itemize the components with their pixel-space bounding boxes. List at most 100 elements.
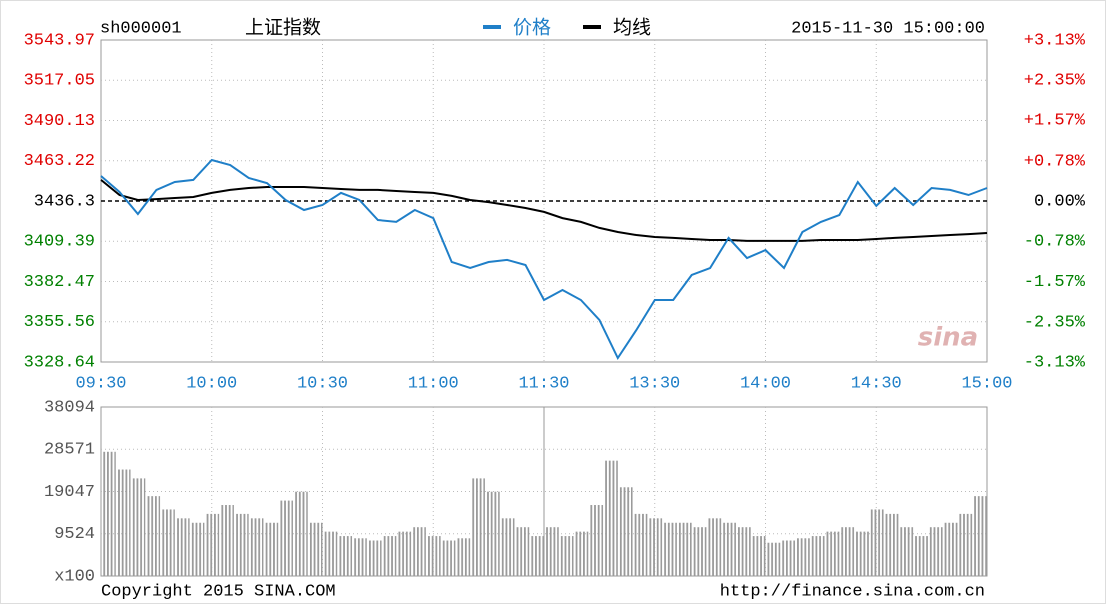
volume-bar xyxy=(574,531,589,576)
volume-bar xyxy=(781,540,796,576)
y2-tick-label: -0.78% xyxy=(1024,233,1086,252)
volume-bar xyxy=(530,536,544,576)
volume-bar xyxy=(559,536,574,576)
x-tick-label: 11:30 xyxy=(518,374,569,393)
y2-tick-label: -3.13% xyxy=(1024,353,1086,372)
volume-bar xyxy=(500,518,515,576)
volume-bar xyxy=(722,522,736,576)
legend-swatch xyxy=(483,25,501,29)
y2-tick-label: 0.00% xyxy=(1034,192,1086,211)
volume-bar xyxy=(367,540,382,576)
volume-bar xyxy=(736,527,751,576)
y-tick-label: 9524 xyxy=(54,525,95,544)
volume-bar xyxy=(249,518,264,576)
y-tick-label: 3355.56 xyxy=(24,313,95,332)
volume-bar xyxy=(515,527,530,576)
volume-bar xyxy=(707,518,722,576)
y-tick-label: 3436.3 xyxy=(34,192,95,211)
stock-name: 上证指数 xyxy=(245,17,321,39)
legend-label: 价格 xyxy=(513,17,551,39)
y2-tick-label: -2.35% xyxy=(1024,313,1086,332)
y-tick-label: 38094 xyxy=(44,398,95,417)
volume-bar xyxy=(146,496,161,576)
copyright: Copyright 2015 SINA.COM xyxy=(101,582,336,601)
timestamp: 2015-11-30 15:00:00 xyxy=(791,19,985,38)
volume-bar xyxy=(692,527,707,576)
x-tick-label: 13:30 xyxy=(629,374,680,393)
volume-bar xyxy=(264,522,279,576)
volume-bar xyxy=(618,487,633,576)
x-tick-label: 10:30 xyxy=(297,374,348,393)
volume-bar xyxy=(884,513,899,576)
volume-bar xyxy=(545,527,559,576)
volume-bar xyxy=(973,496,987,576)
volume-bar xyxy=(825,531,840,576)
volume-bar xyxy=(648,518,663,576)
y2-tick-label: -1.57% xyxy=(1024,273,1086,292)
volume-bar xyxy=(338,536,353,576)
x-tick-label: 11:00 xyxy=(408,374,459,393)
volume-bar xyxy=(604,460,618,576)
y2-tick-label: +3.13% xyxy=(1024,31,1086,50)
volume-bar xyxy=(412,527,426,576)
volume-bar xyxy=(751,536,766,576)
volume-bar xyxy=(131,478,146,576)
volume-bar xyxy=(796,538,810,576)
volume-bar xyxy=(677,522,692,576)
y-tick-label: 3490.13 xyxy=(24,112,95,131)
volume-bar xyxy=(810,536,825,576)
volume-bar xyxy=(766,542,781,576)
volume-bar xyxy=(205,513,220,576)
volume-bar xyxy=(308,522,323,576)
volume-bar xyxy=(161,509,175,576)
watermark: sina xyxy=(918,323,978,353)
volume-bar xyxy=(943,522,958,576)
volume-bar xyxy=(869,509,884,576)
source-url: http://finance.sina.com.cn xyxy=(720,582,985,601)
volume-bar xyxy=(426,536,441,576)
legend: 价格 均线 xyxy=(483,17,651,39)
volume-bar xyxy=(958,513,973,576)
y-tick-label: 3328.64 xyxy=(24,353,95,372)
series-line xyxy=(100,179,988,242)
volume-bar xyxy=(456,538,471,576)
volume-bar xyxy=(914,536,928,576)
volume-bar xyxy=(102,451,116,576)
y-tick-label: 3382.47 xyxy=(24,273,95,292)
y2-tick-label: +0.78% xyxy=(1024,152,1086,171)
volume-bar xyxy=(485,491,500,576)
volume-bar xyxy=(234,513,249,576)
volume-bar xyxy=(855,531,869,576)
x-tick-label: 09:30 xyxy=(75,374,126,393)
volume-bar xyxy=(279,500,293,576)
legend-swatch xyxy=(583,25,601,29)
stock-code: sh000001 xyxy=(100,19,182,38)
volume-bar xyxy=(441,540,456,576)
volume-bar xyxy=(899,527,914,576)
volume-bar xyxy=(663,522,677,576)
volume-bar xyxy=(633,513,648,576)
y-tick-label: 3409.39 xyxy=(24,233,95,252)
volume-bar xyxy=(928,527,943,576)
x-tick-label: 14:00 xyxy=(740,374,791,393)
volume-bar xyxy=(840,527,855,576)
volume-bar xyxy=(353,538,367,576)
y2-tick-label: +2.35% xyxy=(1024,72,1086,91)
legend-label: 均线 xyxy=(613,17,651,39)
series-line xyxy=(100,158,988,361)
y-tick-label: 28571 xyxy=(44,441,95,460)
y-tick-label: 3543.97 xyxy=(24,31,95,50)
volume-bar xyxy=(116,469,131,576)
volume-bar xyxy=(397,531,412,576)
volume-bar xyxy=(382,536,397,576)
volume-bar xyxy=(323,531,338,576)
volume-bar xyxy=(220,505,234,576)
volume-bar xyxy=(190,522,205,576)
y-tick-label: 3463.22 xyxy=(24,152,95,171)
y-tick-label: 3517.05 xyxy=(24,72,95,91)
x-tick-label: 14:30 xyxy=(851,374,902,393)
volume-bar xyxy=(175,518,190,576)
y-tick-label: x100 xyxy=(54,567,95,586)
